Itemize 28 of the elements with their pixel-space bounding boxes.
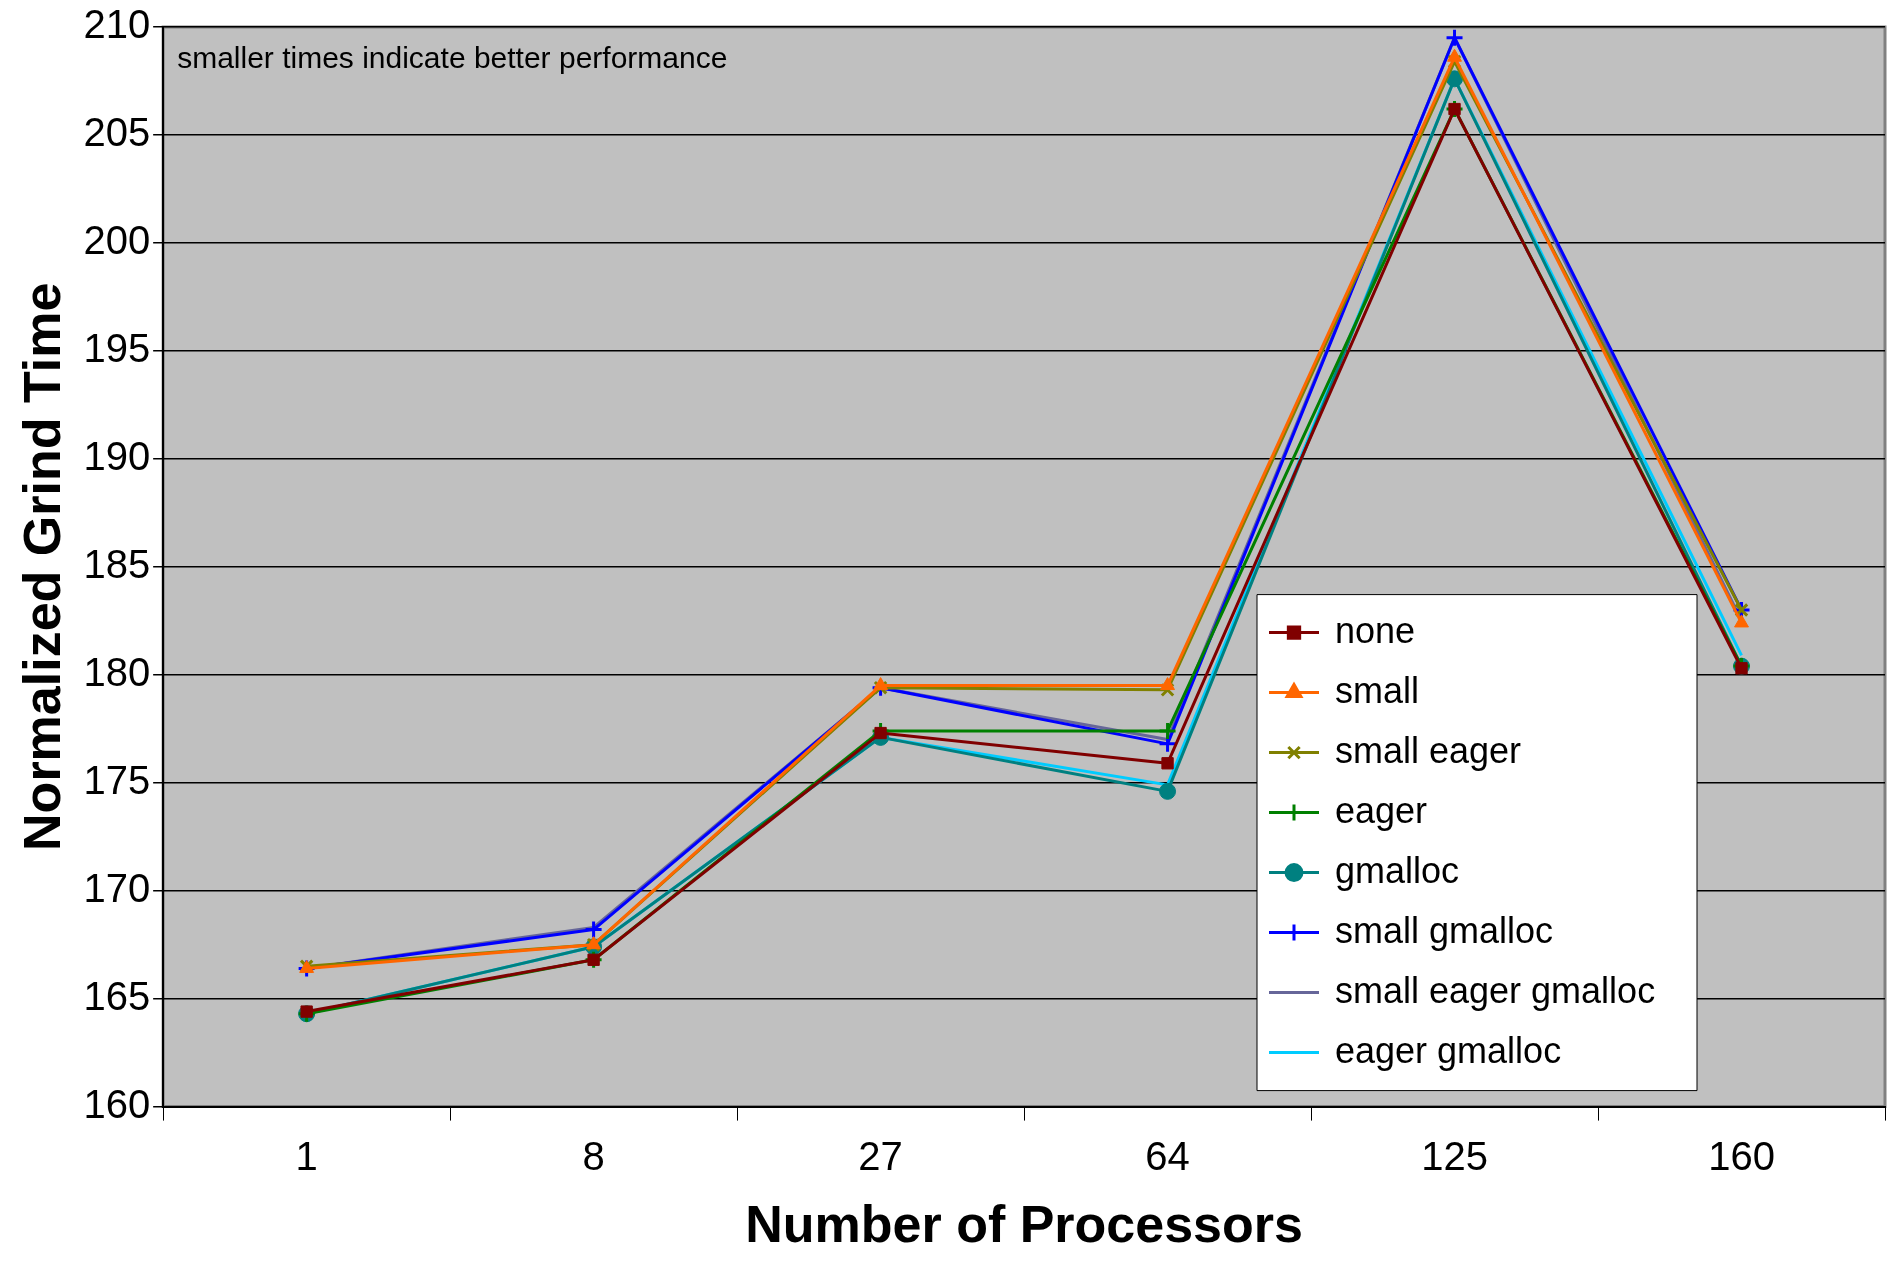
x-tick-label: 125 — [1421, 1133, 1488, 1178]
y-tick-label: 170 — [83, 865, 151, 910]
x-axis-title: Number of Processors — [745, 1195, 1303, 1254]
x-tick-label: 27 — [858, 1133, 903, 1178]
y-tick-label: 210 — [83, 2, 151, 47]
legend-label: small eager gmalloc — [1335, 969, 1656, 1011]
y-tick-label: 195 — [83, 325, 151, 370]
legend-label: eager gmalloc — [1335, 1029, 1562, 1071]
y-tick-label: 205 — [83, 109, 151, 154]
legend-label: none — [1335, 609, 1416, 651]
y-tick-label: 200 — [83, 217, 151, 262]
x-tick-label: 64 — [1145, 1133, 1190, 1178]
x-tick-label: 8 — [582, 1133, 605, 1178]
y-tick-label: 175 — [83, 757, 151, 802]
y-axis-title: Normalized Grind Time — [12, 282, 71, 851]
x-tick-label: 160 — [1708, 1133, 1775, 1178]
legend-label: small gmalloc — [1335, 909, 1554, 951]
legend-label: small eager — [1335, 729, 1522, 771]
y-tick-label: 165 — [83, 973, 151, 1018]
legend-label: small — [1335, 669, 1420, 711]
legend-label: gmalloc — [1335, 849, 1460, 891]
annotation: smaller times indicate better performance — [177, 41, 728, 75]
y-tick-label: 185 — [83, 541, 151, 586]
y-tick-label: 160 — [83, 1081, 151, 1126]
y-tick-label: 190 — [83, 433, 151, 478]
x-tick-label: 1 — [295, 1133, 318, 1178]
legend-label: eager — [1335, 789, 1428, 831]
y-tick-label: 180 — [83, 649, 151, 694]
